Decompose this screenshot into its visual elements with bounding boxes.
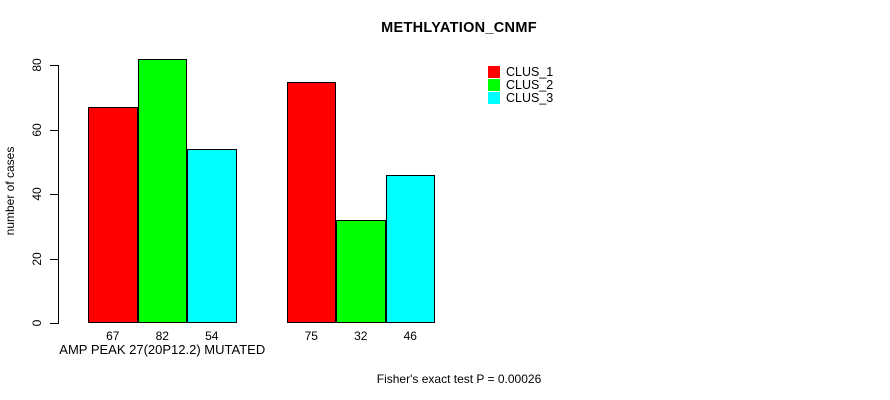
bar-clus_2-group1 (137, 59, 187, 323)
legend-label: CLUS_3 (506, 90, 554, 105)
legend-swatch (488, 66, 500, 79)
y-tick-label: 60 (30, 123, 44, 137)
legend-label: CLUS_1 (506, 65, 554, 79)
y-tick-label: 0 (30, 319, 44, 327)
y-tick-mark (50, 194, 58, 196)
chart-title: METHLYATION_CNMF (381, 20, 537, 36)
legend-swatch (488, 91, 500, 104)
bar-value-label: 67 (106, 329, 120, 343)
x-axis-group-label: AMP PEAK 27(20P12.2) MUTATED (59, 342, 266, 357)
bar-value-label: 32 (354, 329, 368, 343)
legend-item-clus_3: CLUS_3 (488, 90, 554, 105)
y-tick-mark (50, 258, 58, 260)
bar-value-label: 54 (205, 329, 219, 343)
y-tick-mark (50, 65, 58, 67)
legend-item-clus_2: CLUS_2 (488, 77, 554, 92)
legend: CLUS_1 CLUS_2 CLUS_3 (488, 66, 553, 104)
bar-clus_1-group2 (286, 81, 336, 323)
y-tick-mark (50, 129, 58, 131)
y-axis-label: number of cases (3, 146, 17, 236)
bar-clus_3-group1 (187, 149, 237, 323)
legend-item-clus_1: CLUS_1 (488, 66, 553, 79)
y-tick-label: 80 (30, 58, 44, 73)
y-tick-mark (50, 323, 58, 324)
y-tick-label: 20 (30, 251, 44, 266)
y-axis-line (58, 65, 59, 324)
bar-value-label: 75 (304, 329, 318, 343)
y-tick-label: 40 (30, 187, 44, 201)
bar-value-label: 46 (403, 329, 417, 343)
fisher-test-footnote: Fisher's exact test P = 0.00026 (376, 372, 542, 386)
bar-clus_2-group2 (336, 219, 386, 323)
bar-clus_3-group2 (385, 174, 435, 323)
bar-clus_1-group1 (88, 107, 138, 323)
legend-swatch (488, 79, 500, 92)
bar-value-label: 82 (155, 329, 169, 343)
legend-label: CLUS_2 (506, 77, 554, 92)
